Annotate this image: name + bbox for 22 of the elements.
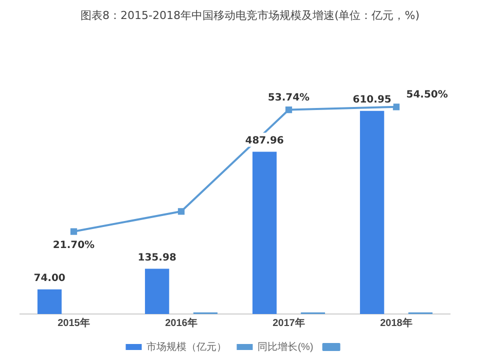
point: [178, 208, 185, 215]
x-tick-label: 2016年: [165, 316, 198, 329]
data-label: 487.96: [245, 135, 284, 146]
legend-label: 市场规模（亿元）: [146, 340, 227, 353]
bar: [144, 268, 170, 314]
chart-title: 图表8：2015-2018年中国移动电竞市场规模及增速(单位：亿元，%): [80, 8, 420, 24]
bar: [360, 110, 384, 314]
legend-label: 同比增长(%): [258, 340, 314, 353]
data-label: 54.50%: [406, 89, 448, 100]
data-label: 74.00: [34, 272, 66, 284]
x-tick-label: 2017年: [272, 316, 305, 329]
x-tick-label: 2015年: [58, 316, 90, 329]
data-label: 21.70%: [52, 240, 95, 252]
data-label: 610.95: [352, 94, 392, 106]
data-label: 53.74%: [268, 92, 310, 104]
point: [392, 104, 400, 110]
x-tick-label: 2018年: [380, 316, 412, 329]
point: [285, 106, 292, 114]
bar: [252, 152, 277, 314]
bar: [37, 289, 62, 314]
data-label: 135.98: [138, 252, 176, 264]
point: [70, 228, 78, 235]
